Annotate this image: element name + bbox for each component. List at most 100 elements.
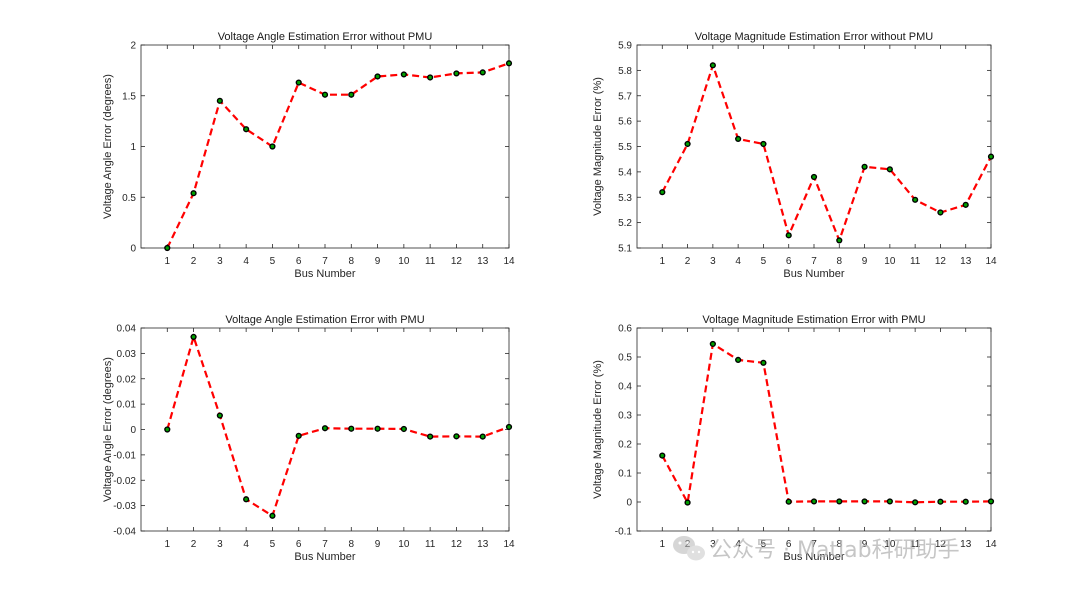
chart1-point (453, 70, 460, 77)
chart3-point (295, 432, 302, 439)
chart1-series-line (166, 62, 510, 249)
chart3-xtick-label: 2 (191, 539, 197, 550)
chart2-xtick-label: 2 (685, 256, 691, 267)
chart4-xtick-label: 6 (786, 539, 792, 550)
chart3-point (164, 426, 171, 433)
chart3-xtick-label: 6 (296, 539, 302, 550)
chart3-xtick-label: 12 (451, 539, 463, 550)
chart3-point (348, 425, 355, 432)
chart1-title: Voltage Angle Estimation Error without P… (218, 31, 433, 43)
chart3-point (374, 425, 381, 432)
chart1-point (479, 69, 486, 76)
chart4-ylabel: Voltage Magnitude Error (%) (592, 360, 604, 499)
chart4-xtick-label: 11 (910, 539, 921, 550)
chart2-xtick-label: 5 (761, 256, 767, 267)
chart1-xtick-label: 9 (375, 256, 381, 267)
chart2-point (760, 140, 767, 148)
chart2-point (684, 140, 691, 148)
chart4-ytick-label: 0.1 (618, 469, 632, 480)
chart3-xtick-label: 9 (375, 539, 381, 550)
chart4-ytick-label: 0.3 (618, 411, 632, 422)
chart1-ytick-label: 1 (130, 142, 136, 153)
chart4-point (886, 498, 893, 505)
chart2-ytick-label: 5.1 (618, 244, 632, 255)
chart4-xtick-label: 13 (960, 539, 972, 550)
chart3-xtick-label: 8 (349, 539, 355, 550)
chart2-xtick-label: 3 (710, 256, 716, 267)
chart2-ytick-label: 5.4 (618, 167, 632, 178)
chart3-xtick-label: 1 (165, 539, 171, 550)
chart3-point (479, 433, 486, 440)
chart2-ytick-label: 5.3 (618, 193, 632, 204)
chart2-xtick-label: 1 (660, 256, 666, 267)
chart1-xtick-label: 12 (451, 256, 463, 267)
chart3-point (269, 512, 276, 519)
chart2-ytick-label: 5.6 (618, 117, 632, 128)
chart2-ytick-label: 5.9 (618, 41, 632, 52)
chart1-point (295, 79, 302, 86)
chart2-xtick-label: 12 (935, 256, 947, 267)
chart2-point (735, 135, 742, 142)
chart1-ytick-label: 0.5 (122, 193, 136, 204)
chart4-xtick-label: 12 (935, 539, 947, 550)
chart2-point (937, 209, 944, 216)
chart1-xtick-label: 14 (503, 256, 515, 267)
chart2-ytick-label: 5.7 (618, 91, 632, 102)
chart2-axes-box (636, 44, 992, 249)
chart3-ytick-label: 0.03 (117, 349, 137, 360)
chart2-point (709, 62, 716, 69)
chart4-ytick-label: 0.5 (618, 353, 632, 364)
chart2: 5.15.25.35.45.55.65.75.85.91 2 3 4 5 6 7 8 9 10 11… (592, 31, 997, 280)
chart4-xtick-label: 14 (985, 539, 997, 550)
chart4-xtick-label: 4 (735, 539, 741, 550)
chart3-ylabel: Voltage Angle Error (degrees) (102, 357, 114, 502)
chart3-xtick-label: 11 (425, 539, 436, 550)
chart2-ytick-label: 5.5 (618, 142, 632, 153)
chart2-point (886, 166, 893, 173)
chart4-point (760, 359, 767, 366)
chart2-ylabel: Voltage Magnitude Error (%) (592, 77, 604, 216)
chart3-xtick-label: 13 (477, 539, 489, 550)
chart1-xtick-label: 8 (349, 256, 355, 267)
chart3-xtick-label: 14 (503, 539, 515, 550)
chart1-ytick-label: 0 (130, 244, 136, 255)
chart3-xtick-label: 4 (243, 539, 249, 550)
chart1-point (164, 244, 171, 252)
chart2-xtick-label: 13 (960, 256, 972, 267)
chart1-point (400, 71, 407, 78)
chart3-point (190, 333, 197, 340)
chart3-xtick-label: 10 (398, 539, 410, 550)
chart3-ytick-label: 0.02 (117, 374, 137, 385)
chart4-point (709, 340, 716, 348)
chart4-point (735, 356, 742, 364)
chart1-xtick-label: 5 (270, 256, 276, 267)
chart4-ytick-label: 0.2 (618, 440, 632, 451)
chart3-xtick-label: 5 (270, 539, 276, 550)
chart1-point (321, 91, 329, 98)
chart3-xlabel: Bus Number (294, 551, 355, 563)
chart1-point (374, 73, 381, 80)
chart3-point (321, 425, 329, 432)
chart2-point (785, 232, 792, 239)
chart3-xtick-label: 7 (322, 539, 328, 550)
chart4-xtick-label: 5 (761, 539, 767, 550)
chart4-xlabel: Bus Number (783, 551, 844, 563)
chart4-point (659, 452, 666, 459)
chart4-point (861, 498, 868, 505)
chart4-point (684, 499, 691, 506)
chart1-xtick-label: 6 (296, 256, 302, 267)
chart1-xtick-label: 3 (217, 256, 223, 267)
chart2-xtick-label: 9 (862, 256, 868, 267)
chart2-point (912, 196, 919, 203)
chart4-xtick-label: 1 (660, 539, 666, 550)
chart2-xtick-label: 7 (811, 256, 817, 267)
chart2-title: Voltage Magnitude Estimation Error witho… (695, 31, 934, 43)
chart2-xtick-label: 4 (735, 256, 741, 267)
chart4-point (937, 498, 944, 505)
chart4-point (810, 498, 818, 505)
chart2-point (861, 163, 868, 170)
chart3-ytick-label: 0 (130, 425, 136, 436)
